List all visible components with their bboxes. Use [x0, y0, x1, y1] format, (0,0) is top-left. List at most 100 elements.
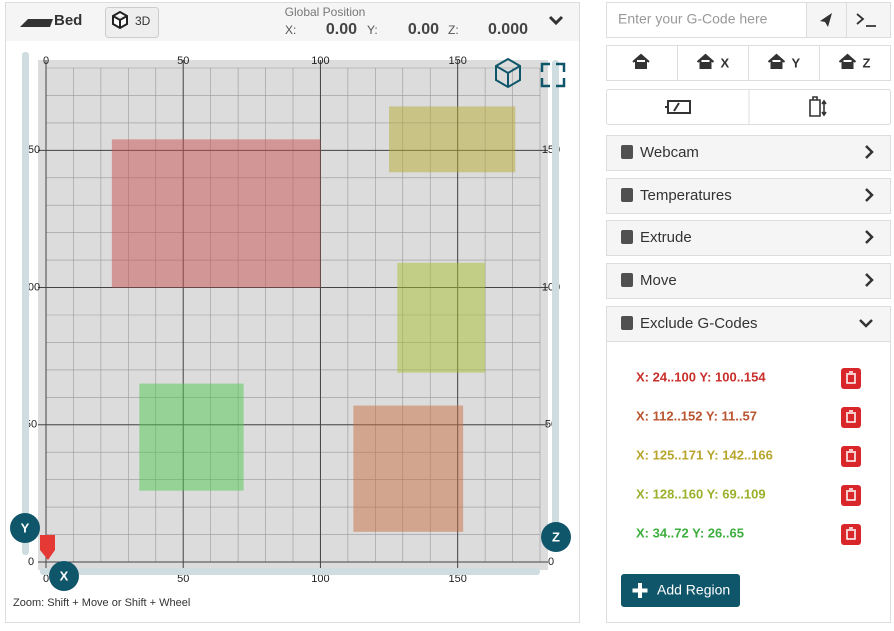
plus-icon [632, 583, 648, 598]
gcode-input[interactable]: Enter your G-Code here [618, 11, 768, 27]
panel-chevron [865, 273, 874, 287]
collapse-chevron[interactable] [548, 15, 564, 26]
panel-header[interactable] [606, 306, 891, 342]
region-rect [139, 383, 244, 491]
y-tick-label: 0 [28, 556, 34, 568]
z-value: 0.000 [488, 21, 528, 38]
fan-icon[interactable] [809, 96, 827, 117]
y-slider[interactable] [22, 52, 29, 555]
regions-overlay [111, 106, 516, 532]
x-button-label: X [60, 568, 69, 583]
home-axis-label: Z [863, 55, 871, 70]
panel-header[interactable] [606, 263, 891, 299]
home-axis-button[interactable] [677, 45, 749, 81]
home-icon [632, 53, 650, 69]
view-cube[interactable] [495, 57, 521, 89]
region-rect [353, 405, 464, 532]
region-label: X: 24..100 Y: 100..154 [636, 369, 766, 384]
delete-region-button[interactable] [841, 368, 861, 389]
panel-title: Webcam [640, 144, 699, 161]
region-rect [389, 106, 516, 173]
z-button-label: Z [552, 529, 560, 544]
y-tick-label: 0 [548, 556, 554, 568]
y-button-label: Y [21, 520, 30, 535]
x-tick-label: 50 [177, 573, 189, 585]
delete-region-button[interactable] [841, 407, 861, 428]
x-tick-label: 150 [448, 55, 466, 67]
y-button[interactable] [10, 513, 40, 543]
x-tick-label: 0 [43, 55, 49, 67]
panel-title: Extrude [640, 229, 692, 246]
region-label: X: 112..152 Y: 11..57 [636, 408, 757, 423]
add-region-label: Add Region [657, 582, 730, 598]
y-label: Y: [367, 23, 378, 37]
panel-icon [621, 145, 633, 159]
send-icon [820, 13, 832, 27]
cube-icon [112, 10, 128, 30]
trash-icon [846, 527, 856, 540]
y-value: 0.00 [408, 21, 439, 38]
console-icon [856, 13, 876, 27]
motors-off-icon[interactable] [665, 100, 691, 114]
panel-icon [621, 316, 633, 330]
x-value: 0.00 [326, 21, 357, 38]
panel-chevron [865, 145, 874, 159]
panel-title: Move [640, 272, 677, 289]
panel-icon [621, 273, 633, 287]
x-button[interactable] [49, 561, 79, 591]
panel-chevron [865, 188, 874, 202]
home-icon [767, 53, 786, 69]
z-button[interactable] [541, 522, 571, 552]
panel-chevron [865, 230, 874, 244]
panel-header[interactable] [606, 220, 891, 256]
home-axis-label: X [721, 55, 730, 70]
panel-title: Exclude G-Codes [640, 315, 758, 332]
panel-title: Temperatures [640, 187, 732, 204]
region-label: X: 34..72 Y: 26..65 [636, 525, 744, 540]
home-axis-button[interactable] [819, 45, 891, 81]
z-slider[interactable] [552, 60, 559, 530]
panel-icon [621, 188, 633, 202]
trash-icon [846, 449, 856, 462]
position-label: Global Position [285, 5, 366, 19]
view-3d-label: 3D [135, 14, 151, 28]
bed-title: Bed [54, 12, 82, 29]
bed-header [6, 3, 579, 41]
panel-chevron [859, 319, 873, 328]
home-axis-button[interactable] [748, 45, 820, 81]
delete-region-button[interactable] [841, 446, 861, 467]
bed-icon [20, 19, 53, 27]
x-tick-label: 150 [448, 573, 466, 585]
panel-header[interactable] [606, 135, 891, 171]
trash-icon [846, 410, 856, 423]
zoom-hint: Zoom: Shift + Move or Shift + Wheel [13, 597, 190, 609]
delete-region-button[interactable] [841, 524, 861, 545]
fullscreen-icon[interactable] [540, 62, 566, 88]
home-icon [696, 53, 715, 69]
panel-icon [621, 230, 633, 244]
home-buttons: X Y Z [606, 45, 891, 81]
region-label: X: 128..160 Y: 69..109 [636, 486, 766, 501]
home-axis-label: Y [792, 55, 801, 70]
add-region-button[interactable] [621, 574, 740, 607]
region-list: X: 24..100 Y: 100..154 X: 112..152 Y: 11.… [636, 368, 861, 545]
panels: Webcam Temperatures Extrude Move Exclude G-C… [606, 135, 891, 342]
x-tick-label: 100 [311, 573, 329, 585]
trash-icon [846, 371, 856, 384]
region-rect [397, 262, 486, 373]
panel-header[interactable] [606, 178, 891, 214]
x-slider[interactable] [40, 568, 540, 575]
region-label: X: 125..171 Y: 142..166 [636, 447, 773, 462]
x-tick-label: 100 [311, 55, 329, 67]
home-icon [838, 53, 857, 69]
x-label: X: [285, 23, 296, 37]
region-rect [111, 139, 321, 288]
x-tick-label: 50 [177, 55, 189, 67]
trash-icon [846, 488, 856, 501]
z-label: Z: [448, 23, 459, 37]
delete-region-button[interactable] [841, 485, 861, 506]
console-button[interactable] [846, 2, 891, 38]
x-tick-label: 0 [43, 573, 49, 585]
